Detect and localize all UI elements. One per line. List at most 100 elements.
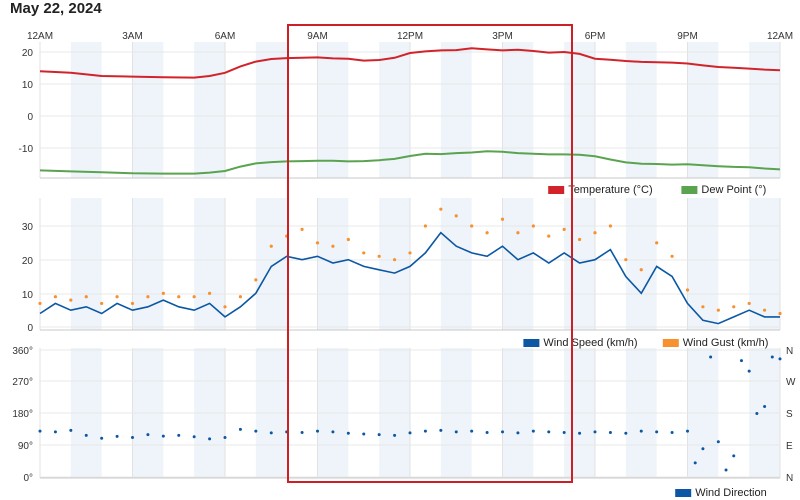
wind-direction-point: [269, 431, 273, 435]
grid-lines: [39, 42, 781, 479]
band-stripe: [70, 198, 102, 330]
band-stripe: [564, 42, 595, 178]
gust-point: [762, 308, 767, 312]
legend-swatch: [662, 339, 679, 347]
band-stripe: [687, 198, 719, 330]
gust-point: [701, 305, 705, 309]
band-stripe: [194, 42, 225, 178]
gust-point: [69, 298, 73, 302]
compass-label: S: [786, 409, 793, 420]
band-stripe: [502, 198, 534, 330]
band-stripe: [255, 198, 287, 330]
gust-point: [624, 258, 628, 262]
wind-direction-point: [770, 355, 774, 359]
band-stripe: [564, 198, 595, 330]
wind-direction-point: [38, 429, 42, 433]
wind-direction-point: [624, 431, 628, 435]
band-stripe: [625, 198, 657, 330]
gust-point: [53, 295, 58, 299]
highlight-rectangle: [287, 24, 573, 483]
wind-direction-point: [716, 440, 720, 444]
x-tick-label: 12PM: [397, 31, 423, 42]
legend-label: Wind Gust (km/h): [683, 337, 769, 349]
wind-direction-point: [593, 430, 597, 434]
band-stripe: [749, 198, 780, 330]
wind-direction-point: [778, 357, 782, 361]
wind-direction-point: [84, 433, 88, 437]
gust-point: [269, 244, 273, 248]
y-tick-label: 20: [22, 48, 34, 59]
gust-point: [732, 305, 736, 309]
legend-swatch: [675, 489, 692, 497]
band-stripe: [379, 42, 410, 178]
gust-point: [254, 278, 258, 282]
band-stripe: [255, 42, 287, 178]
band-stripe: [132, 42, 164, 178]
band-stripe: [440, 198, 472, 330]
gust-point: [331, 244, 335, 248]
gust-point: [223, 305, 227, 309]
series-line-temperature: [39, 47, 781, 79]
legend-label: Wind Speed (km/h): [543, 337, 637, 349]
data-series: [38, 47, 782, 472]
x-tick-label: 12AM: [767, 31, 793, 42]
legend-swatch: [548, 186, 565, 194]
y-tick-label: 270°: [12, 377, 33, 388]
gust-point: [130, 301, 135, 306]
gust-point: [392, 258, 397, 262]
gust-point: [84, 295, 88, 299]
wind-direction-point: [300, 431, 304, 435]
wind-direction-point: [516, 431, 520, 435]
wind-direction-point: [346, 431, 350, 435]
gust-point: [685, 288, 690, 292]
band-stripe: [749, 42, 780, 178]
gust-point: [439, 207, 443, 211]
wind-direction-point: [423, 429, 427, 433]
wind-direction-point: [208, 437, 212, 441]
wind-direction-point: [100, 436, 104, 440]
wind-direction-point: [755, 412, 759, 415]
gust-point: [516, 231, 520, 235]
gust-point: [670, 254, 674, 258]
band-stripe: [194, 198, 225, 330]
x-tick-label: 12AM: [27, 31, 53, 42]
compass-label: N: [786, 473, 793, 484]
band-stripe: [70, 42, 102, 178]
gust-point: [346, 237, 350, 242]
band-stripe: [317, 198, 349, 330]
gust-point: [562, 227, 566, 231]
x-tick-label: 6AM: [215, 31, 236, 42]
wind-direction-point: [693, 461, 697, 465]
time-axis: 12AM 3AM 6AM 9AM 12PM 3PM 6PM 9PM 12AM: [27, 31, 793, 42]
wind-direction-point: [408, 431, 412, 435]
band-stripe: [317, 42, 349, 178]
wind-direction-point: [192, 435, 196, 439]
legend-swatch: [523, 339, 540, 347]
wind-direction-point: [709, 355, 713, 359]
y-tick-label: 0: [27, 323, 33, 334]
legend-swatch: [681, 186, 698, 194]
band-stripe: [625, 42, 657, 178]
band-stripe: [440, 42, 472, 178]
wind-direction-point: [732, 454, 736, 458]
gust-point: [207, 291, 212, 295]
wind-direction-point: [254, 429, 258, 433]
band-stripe: [379, 198, 410, 330]
wind-direction-point: [238, 427, 242, 431]
gust-point: [192, 295, 196, 299]
y-tick-label: 90°: [18, 441, 33, 452]
y-tick-label: 10: [22, 80, 34, 91]
gust-point: [408, 251, 412, 255]
wind-direction-point: [686, 429, 689, 433]
series-line-wind-speed: [39, 231, 780, 325]
band-stripe: [132, 198, 164, 330]
y-tick-label: 30: [22, 222, 34, 233]
wind-direction-point: [763, 404, 767, 408]
wind-direction-point: [115, 434, 119, 438]
date-title: May 22, 2024: [10, 0, 102, 17]
gust-point: [115, 295, 119, 299]
wind-direction-point: [670, 431, 674, 435]
band-stripe: [502, 42, 534, 178]
wind-direction-point: [501, 430, 504, 434]
